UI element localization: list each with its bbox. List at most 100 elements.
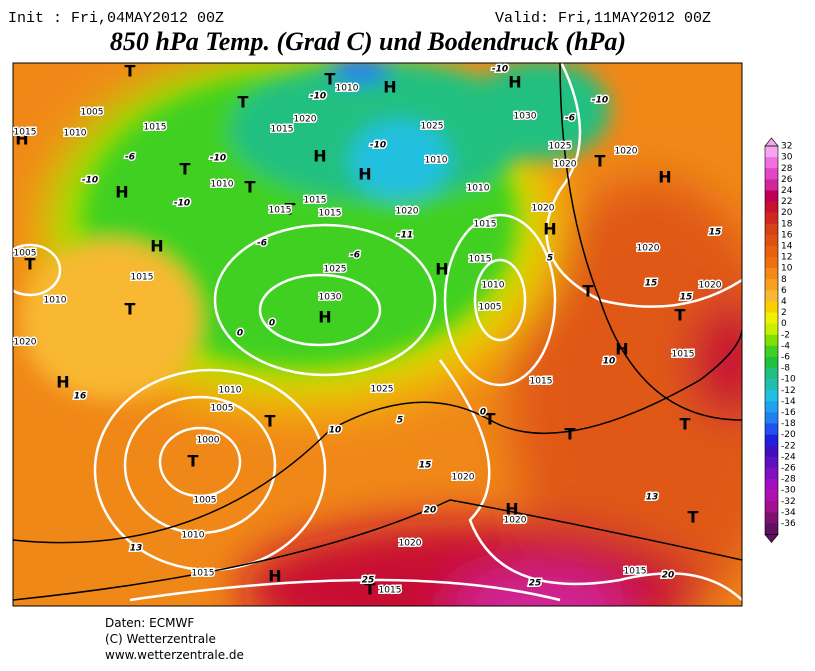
isotherm-label: 15 bbox=[680, 293, 693, 303]
colorbar-label: 10 bbox=[781, 264, 793, 274]
isotherm-label: 10 bbox=[329, 426, 342, 436]
isobar-label: 1020 bbox=[452, 473, 475, 483]
pressure-center: T bbox=[180, 160, 191, 179]
isobar-label: 1015 bbox=[269, 206, 292, 216]
isotherm-label: 25 bbox=[529, 579, 542, 589]
isobar-label: 1010 bbox=[64, 129, 87, 139]
isobar-label: 1020 bbox=[699, 281, 722, 291]
isobar-label: 1005 bbox=[14, 249, 37, 259]
isobar-label: 1030 bbox=[514, 112, 537, 122]
isobar-label: 1005 bbox=[479, 303, 502, 313]
isobar-label: 1010 bbox=[425, 156, 448, 166]
colorbar-label: -12 bbox=[781, 386, 796, 396]
pressure-center: T bbox=[325, 70, 336, 89]
colorbar-label: -28 bbox=[781, 475, 796, 485]
colorbar-label: 6 bbox=[781, 286, 787, 296]
pressure-center: T bbox=[583, 282, 594, 301]
isotherm-label: 15 bbox=[709, 228, 722, 238]
isobar-label: 1015 bbox=[144, 123, 167, 133]
colorbar-swatch bbox=[765, 523, 778, 535]
colorbar-swatch bbox=[765, 423, 778, 435]
isotherm-label: 13 bbox=[646, 493, 659, 503]
colorbar-swatch bbox=[765, 279, 778, 291]
isotherm-label: 15 bbox=[645, 279, 658, 289]
isobar-label: 1005 bbox=[211, 404, 234, 414]
isobar-label: 1020 bbox=[294, 115, 317, 125]
colorbar-swatch bbox=[765, 257, 778, 269]
isobar-label: 1010 bbox=[211, 180, 234, 190]
pressure-center: T bbox=[285, 200, 296, 219]
colorbar-label: -36 bbox=[781, 519, 796, 529]
colorbar-swatch bbox=[765, 501, 778, 513]
isobar-label: 1010 bbox=[219, 386, 242, 396]
pressure-center: H bbox=[313, 147, 326, 166]
isotherm-label: 16 bbox=[74, 392, 87, 402]
colorbar-label: -4 bbox=[781, 341, 790, 351]
colorbar-swatch bbox=[765, 401, 778, 413]
colorbar-label: 20 bbox=[781, 208, 793, 218]
isobar-label: 1020 bbox=[396, 207, 419, 217]
colorbar-swatch bbox=[765, 434, 778, 446]
pressure-center: H bbox=[150, 237, 163, 256]
colorbar-swatch bbox=[765, 445, 778, 458]
colorbar-label: 14 bbox=[781, 241, 793, 251]
pressure-center: T bbox=[125, 300, 136, 319]
colorbar-swatch bbox=[765, 234, 778, 247]
isotherm-label: -6 bbox=[257, 239, 267, 249]
colorbar-swatch bbox=[765, 312, 778, 324]
colorbar-label: 2 bbox=[781, 308, 787, 318]
isobar-label: 1025 bbox=[371, 385, 394, 395]
colorbar-label: 0 bbox=[781, 319, 787, 329]
isobar-label: 1020 bbox=[615, 147, 638, 157]
isobar-label: 1015 bbox=[474, 220, 497, 230]
isobar-label: 1020 bbox=[504, 516, 527, 526]
isobar-label: 1005 bbox=[194, 496, 217, 506]
pressure-center: T bbox=[688, 508, 699, 527]
pressure-center: H bbox=[383, 78, 396, 97]
isobar-label: 1025 bbox=[549, 142, 572, 152]
isobar-label: 1015 bbox=[131, 273, 154, 283]
isobar-label: 1015 bbox=[192, 569, 215, 579]
pressure-center: H bbox=[615, 340, 628, 359]
colorbar-label: 30 bbox=[781, 153, 793, 163]
isotherm-label: 15 bbox=[419, 461, 432, 471]
colorbar-label: 12 bbox=[781, 253, 792, 263]
isotherm-label: 5 bbox=[397, 416, 403, 426]
pressure-center: T bbox=[365, 580, 376, 599]
colorbar-swatch bbox=[765, 290, 778, 302]
pressure-center: H bbox=[15, 130, 28, 149]
isobar-label: 1020 bbox=[399, 539, 422, 549]
colorbar-swatch bbox=[765, 467, 778, 480]
pressure-center: T bbox=[565, 425, 576, 444]
isotherm-label: -10 bbox=[492, 65, 508, 75]
isotherm-label: 0 bbox=[480, 408, 486, 418]
pressure-center: T bbox=[188, 452, 199, 471]
colorbar-label: -16 bbox=[781, 408, 796, 418]
pressure-center: H bbox=[435, 260, 448, 279]
map-frame bbox=[12, 62, 743, 607]
colorbar-swatch bbox=[765, 146, 778, 158]
pressure-center: H bbox=[358, 165, 371, 184]
colorbar-label: 28 bbox=[781, 164, 793, 174]
colorbar-label: 26 bbox=[781, 175, 793, 185]
colorbar-label: 4 bbox=[781, 297, 787, 307]
isobar-label: 1030 bbox=[319, 293, 342, 303]
colorbar-swatch bbox=[765, 201, 778, 213]
colorbar-label: 24 bbox=[781, 186, 793, 196]
colorbar-label: -18 bbox=[781, 419, 796, 429]
isotherm-label: -10 bbox=[174, 199, 190, 209]
isobar-label: 1015 bbox=[672, 350, 695, 360]
isobar-label: 1015 bbox=[624, 567, 647, 577]
map-title: 850 hPa Temp. (Grad C) und Bodendruck (h… bbox=[110, 27, 626, 56]
colorbar-swatch bbox=[765, 190, 778, 202]
isotherm-label: -10 bbox=[310, 92, 326, 102]
colorbar-label: -20 bbox=[781, 430, 796, 440]
colorbar-label: 18 bbox=[781, 219, 793, 229]
isotherm-label: -10 bbox=[592, 96, 608, 106]
colorbar-swatch bbox=[765, 268, 778, 280]
isotherm-label: -6 bbox=[565, 114, 575, 124]
isotherm-label: 5 bbox=[547, 254, 553, 264]
isotherm-label: 0 bbox=[237, 329, 243, 339]
